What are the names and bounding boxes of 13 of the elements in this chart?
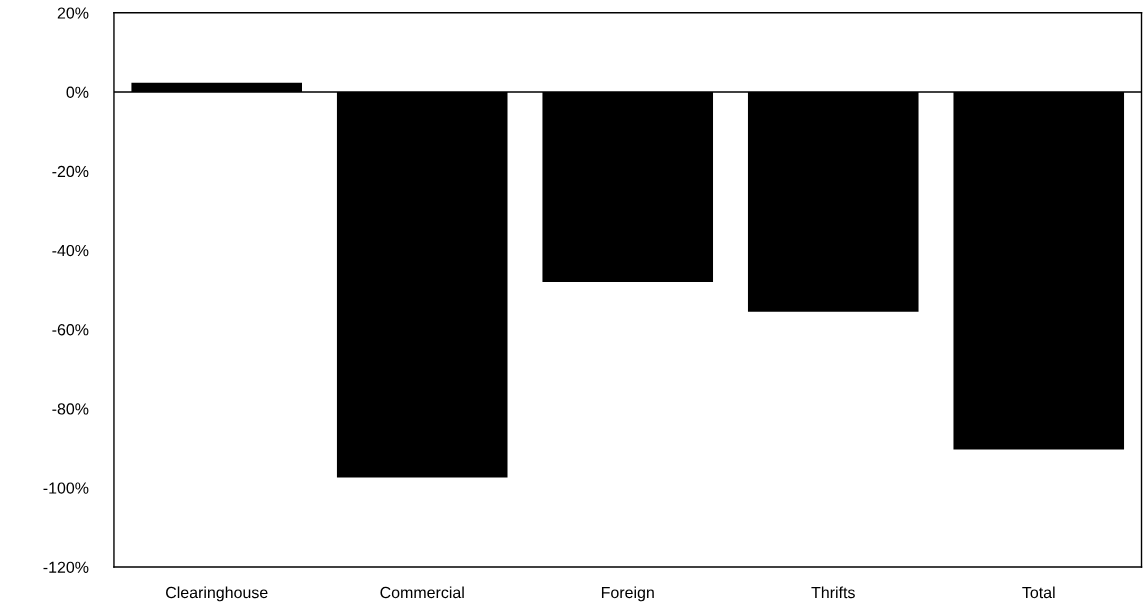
x-tick-label: Commercial	[380, 586, 464, 599]
y-tick-label: 0%	[66, 86, 89, 98]
x-tick-label: Foreign	[601, 586, 654, 602]
y-tick-label: -40%	[52, 244, 89, 257]
x-tick-label: Thrifts	[811, 586, 855, 599]
y-tick-label: -60%	[52, 324, 89, 336]
x-tick-label: Clearinghouse	[166, 586, 268, 602]
y-tick-label: -120%	[43, 561, 89, 573]
y-tick-label: -80%	[52, 403, 89, 415]
y-tick-label: -100%	[43, 482, 89, 494]
x-tick-label: Total	[1022, 586, 1055, 599]
y-tick-label: -20%	[52, 165, 89, 178]
y-tick-label: 20%	[57, 7, 89, 19]
